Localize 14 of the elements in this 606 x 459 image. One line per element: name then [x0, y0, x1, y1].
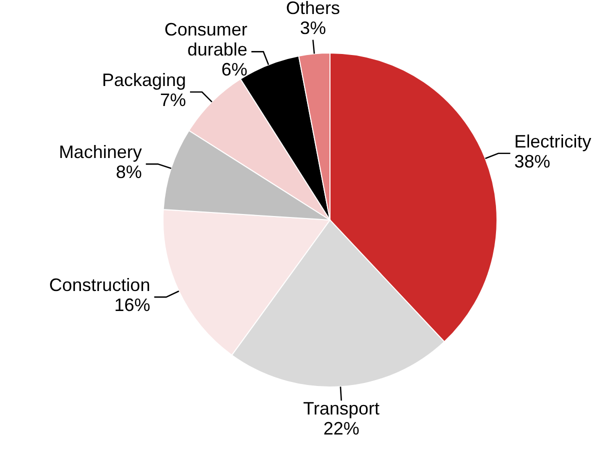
slice-label: Consumer durable: [164, 20, 248, 60]
data-label: 38%: [514, 151, 550, 172]
data-label: 16%: [114, 295, 150, 316]
slice-label: Others: [286, 0, 340, 18]
slice-label: Transport: [303, 398, 380, 419]
slice-label: Packaging: [102, 70, 186, 90]
data-label: 7%: [160, 90, 186, 110]
data-label: 3%: [300, 18, 326, 38]
data-label: 6%: [221, 60, 248, 80]
slice-label: Electricity: [514, 131, 592, 152]
data-label: 22%: [323, 418, 360, 439]
slice-label: Machinery: [58, 142, 142, 162]
data-label: 8%: [116, 162, 142, 182]
slice-label: Construction: [49, 275, 150, 296]
